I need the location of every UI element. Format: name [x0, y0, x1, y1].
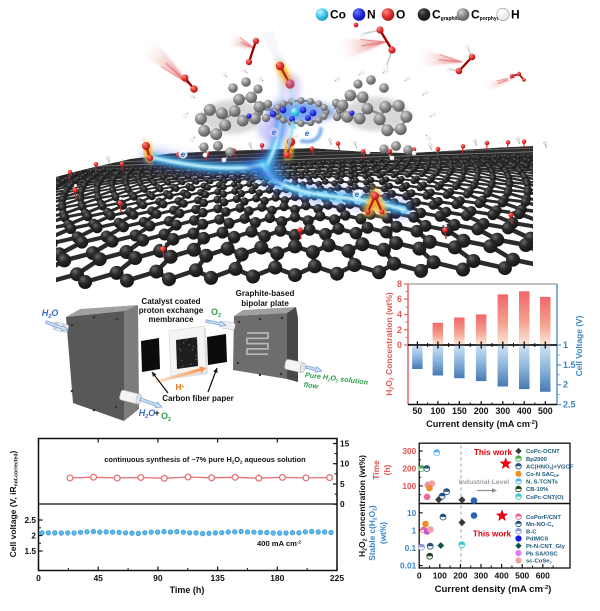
svg-text:1.5: 1.5	[24, 546, 36, 556]
svg-text:400: 400	[495, 571, 509, 581]
svg-text:300: 300	[474, 571, 488, 581]
svg-text:300: 300	[495, 406, 510, 416]
svg-text:N, S-TCNTs: N, S-TCNTs	[526, 480, 559, 486]
svg-text:CB-10%: CB-10%	[526, 487, 549, 493]
svg-text:(h): (h)	[382, 464, 392, 475]
svg-text:400 mA cm-2: 400 mA cm-2	[257, 539, 301, 548]
svg-text:Co: Co	[330, 8, 346, 22]
svg-text:15: 15	[340, 439, 350, 449]
svg-text:Cell Voltage (V): Cell Voltage (V)	[574, 315, 584, 376]
svg-text:Mn-NO-Cx: Mn-NO-Cx	[526, 522, 554, 528]
svg-text:Carbon fiber paper: Carbon fiber paper	[162, 394, 234, 403]
svg-text:300: 300	[402, 446, 416, 456]
svg-text:O: O	[396, 8, 405, 22]
svg-text:100: 100	[402, 481, 416, 491]
svg-text:2: 2	[31, 531, 36, 541]
svg-text:600: 600	[536, 571, 550, 581]
svg-text:5: 5	[340, 479, 345, 489]
svg-text:Stable c(H2O2): Stable c(H2O2)	[367, 505, 379, 561]
svg-text:200: 200	[402, 464, 416, 474]
svg-text:Pt-N-CNT_Gly: Pt-N-CNT_Gly	[526, 544, 566, 550]
svg-text:180: 180	[270, 573, 284, 583]
svg-text:e: e	[181, 150, 186, 159]
svg-text:2.5: 2.5	[24, 515, 36, 525]
svg-text:200: 200	[453, 571, 467, 581]
svg-text:Industrial-Level: Industrial-Level	[459, 479, 509, 486]
svg-text:membrance: membrance	[149, 315, 194, 324]
svg-text:10: 10	[407, 508, 417, 518]
svg-text:N: N	[367, 8, 376, 22]
svg-text:0: 0	[340, 499, 345, 509]
svg-text:45: 45	[93, 573, 103, 583]
svg-text:B-C: B-C	[526, 529, 537, 535]
svg-text:0.1: 0.1	[405, 543, 417, 553]
svg-text:150: 150	[452, 406, 467, 416]
svg-text:e: e	[355, 190, 360, 199]
svg-text:H2O2 Concentration (wt%): H2O2 Concentration (wt%)	[384, 292, 396, 396]
svg-text:225: 225	[330, 573, 344, 583]
svg-text:500: 500	[515, 571, 529, 581]
svg-text:0: 0	[36, 573, 41, 583]
svg-text:bipolar plate: bipolar plate	[241, 299, 289, 308]
svg-text:400: 400	[517, 406, 532, 416]
svg-text:This work: This work	[474, 448, 513, 457]
svg-text:Current density (mA cm-2): Current density (mA cm-2)	[426, 419, 538, 429]
svg-text:+: +	[154, 408, 159, 418]
svg-text:flow: flow	[303, 380, 319, 391]
svg-text:CoPc-OCNT: CoPc-OCNT	[526, 449, 560, 455]
svg-text:Time: Time	[371, 460, 381, 480]
svg-text:4: 4	[397, 310, 402, 320]
svg-text:Catalyst coated: Catalyst coated	[141, 297, 200, 306]
svg-text:e: e	[305, 129, 310, 138]
svg-text:1: 1	[412, 525, 417, 535]
svg-text:PdIMCS: PdIMCS	[526, 537, 548, 543]
svg-text:135: 135	[211, 573, 225, 583]
svg-text:1: 1	[563, 340, 568, 350]
svg-text:2: 2	[563, 380, 568, 390]
svg-text:(wt%): (wt%)	[378, 522, 388, 544]
svg-text:Bp2000: Bp2000	[526, 457, 548, 463]
svg-text:sc-CoSe2: sc-CoSe2	[526, 559, 552, 565]
svg-text:50: 50	[413, 406, 423, 416]
svg-text:Current density (mA cm-2): Current density (mA cm-2)	[435, 584, 552, 595]
svg-text:proton exchange: proton exchange	[139, 306, 204, 315]
svg-text:CoPorF/CNT: CoPorF/CNT	[526, 515, 561, 521]
svg-text:6: 6	[397, 294, 402, 304]
svg-text:0.01: 0.01	[400, 561, 417, 571]
svg-text:0: 0	[397, 340, 402, 350]
svg-text:100: 100	[433, 571, 447, 581]
svg-text:Time (h): Time (h)	[170, 585, 205, 595]
svg-text:This work: This work	[473, 530, 512, 539]
svg-text:H: H	[511, 8, 520, 22]
svg-text:2: 2	[397, 325, 402, 335]
svg-text:Pb SA/OSC: Pb SA/OSC	[526, 551, 558, 557]
svg-text:200: 200	[474, 406, 489, 416]
svg-text:continuous synthesis of ~7% pu: continuous synthesis of ~7% pure H2O2 aq…	[104, 455, 306, 465]
svg-text:500: 500	[538, 406, 553, 416]
svg-text:0: 0	[417, 571, 422, 581]
svg-text:90: 90	[153, 573, 163, 583]
svg-text:100: 100	[431, 406, 446, 416]
svg-text:2.5: 2.5	[563, 400, 576, 410]
svg-text:10: 10	[340, 459, 350, 469]
svg-text:Graphite-based: Graphite-based	[236, 289, 295, 298]
svg-text:CoPc-CNT(O): CoPc-CNT(O)	[526, 495, 564, 501]
svg-text:8: 8	[397, 279, 402, 289]
